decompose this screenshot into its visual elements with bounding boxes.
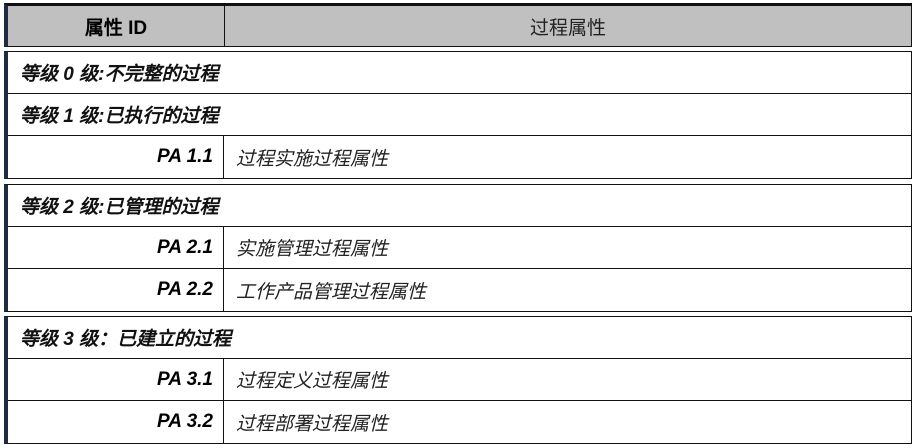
pa-name: 过程实施过程属性: [236, 148, 389, 170]
table-row: PA 2.1 实施管理过程属性: [8, 227, 911, 269]
level-title: 等级 1 级:已执行的过程: [20, 106, 219, 127]
table-row: PA 1.1 过程实施过程属性: [8, 136, 911, 178]
level-row: 等级 2 级:已管理的过程: [8, 185, 911, 227]
pa-id: PA 2.1: [8, 227, 224, 268]
header-process-attribute: 过程属性: [529, 17, 606, 39]
level-title: 等级 3 级：已建立的过程: [20, 329, 232, 350]
level-title: 等级 0 级:不完整的过程: [20, 64, 219, 85]
pa-id: PA 2.2: [8, 269, 224, 311]
level-row: 等级 0 级:不完整的过程: [8, 52, 911, 94]
pa-id: PA 3.2: [8, 401, 224, 443]
table-row: PA 2.2 工作产品管理过程属性: [8, 269, 911, 311]
pa-name: 过程定义过程属性: [236, 371, 389, 392]
table-row: PA 3.2 过程部署过程属性: [8, 401, 911, 443]
table-row: PA 3.1 过程定义过程属性: [8, 359, 911, 401]
section-levels-0-1: 等级 0 级:不完整的过程 等级 1 级:已执行的过程 PA 1.1 过程实施过程…: [4, 51, 912, 179]
section-level-3: 等级 3 级：已建立的过程 PA 3.1 过程定义过程属性 PA 3.2 过程部署过…: [4, 316, 912, 444]
pa-name: 实施管理过程属性: [236, 239, 389, 260]
pa-id: PA 1.1: [8, 136, 224, 178]
header-attribute-id: 属性 ID: [8, 6, 225, 46]
pa-name: 工作产品管理过程属性: [236, 281, 427, 303]
level-row: 等级 1 级:已执行的过程: [8, 94, 911, 136]
pa-name: 过程部署过程属性: [236, 413, 389, 435]
section-level-2: 等级 2 级:已管理的过程 PA 2.1 实施管理过程属性 PA 2.2 工作产品管…: [4, 184, 912, 312]
pa-id: PA 3.1: [8, 359, 224, 400]
table-header: 属性 ID 过程属性: [4, 3, 912, 47]
level-row: 等级 3 级：已建立的过程: [8, 317, 911, 359]
level-title: 等级 2 级:已管理的过程: [20, 197, 219, 218]
